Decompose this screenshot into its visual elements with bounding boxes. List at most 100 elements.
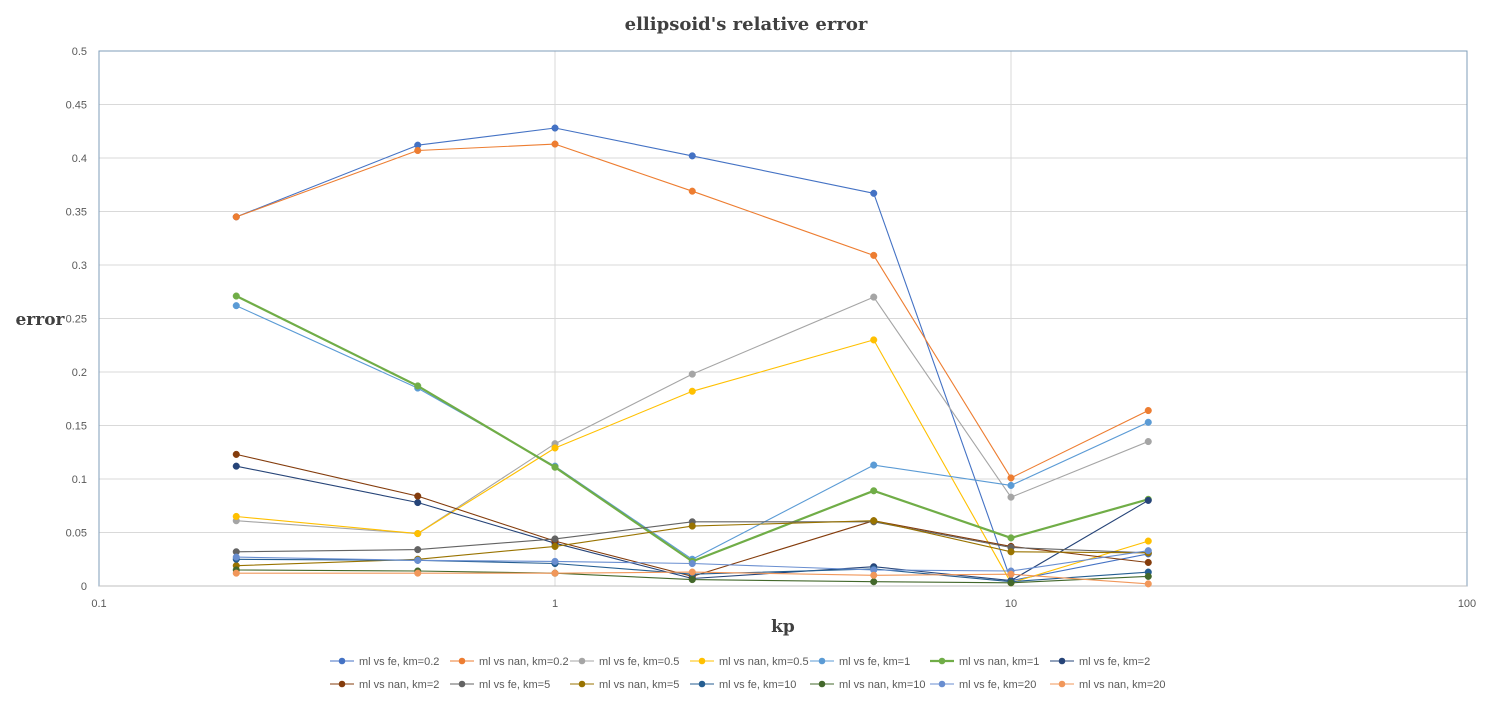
legend-marker <box>338 680 346 688</box>
chart-title: ellipsoid's relative error <box>625 14 868 35</box>
data-point <box>414 146 422 155</box>
legend-entry: ml vs fe, km=1 <box>810 656 910 668</box>
legend-marker <box>578 657 586 665</box>
legend-entry: ml vs nan, km=5 <box>570 679 679 691</box>
data-point <box>870 189 878 197</box>
series <box>232 140 1152 482</box>
y-axis-title: error <box>15 310 65 330</box>
legend-label: ml vs nan, km=10 <box>839 679 926 691</box>
legend-marker <box>1058 657 1066 665</box>
data-point <box>870 251 878 259</box>
legend-entry: ml vs fe, km=2 <box>1050 656 1150 668</box>
data-point <box>414 569 422 577</box>
legend-marker <box>938 657 946 665</box>
legend-label: ml vs fe, km=1 <box>839 656 910 668</box>
data-point <box>688 522 696 530</box>
legend-label: ml vs nan, km=5 <box>599 679 679 691</box>
legend-marker <box>458 680 466 688</box>
legend-entry: ml vs fe, km=10 <box>690 679 796 691</box>
y-tick-label: 0.45 <box>66 100 87 112</box>
data-point <box>1007 570 1015 578</box>
data-point <box>688 187 696 195</box>
data-point <box>1144 547 1152 555</box>
x-tick-label: 10 <box>1005 598 1017 610</box>
data-point <box>870 336 878 344</box>
data-point <box>232 302 240 310</box>
data-point <box>870 293 878 301</box>
legend-marker <box>1058 680 1066 688</box>
tick-labels: 0 0.05 0.1 0.15 0.2 0.25 0.3 0.35 0.4 0.45 0.5 0.1 1… <box>66 46 1477 610</box>
data-point <box>232 512 240 521</box>
y-tick-label: 0.2 <box>72 367 87 379</box>
data-point <box>551 140 559 148</box>
data-point <box>870 487 878 495</box>
y-tick-label: 0.15 <box>66 421 87 433</box>
data-point <box>1007 548 1015 556</box>
legend-marker <box>818 680 826 688</box>
y-tick-label: 0.25 <box>66 314 87 326</box>
legend-entry: ml vs fe, km=0.2 <box>330 656 439 668</box>
x-axis-title: kp <box>771 617 795 637</box>
legend-label: ml vs nan, km=2 <box>359 679 439 691</box>
legend-label: ml vs fe, km=10 <box>719 679 796 691</box>
data-point <box>414 492 422 500</box>
data-point <box>232 553 240 561</box>
data-point <box>1144 418 1152 426</box>
data-point <box>551 463 559 471</box>
legend-marker <box>338 657 346 665</box>
legend-marker <box>458 657 466 665</box>
series <box>232 568 1152 588</box>
legend-label: ml vs nan, km=0.5 <box>719 656 809 668</box>
data-point <box>688 370 696 378</box>
legend-label: ml vs fe, km=5 <box>479 679 550 691</box>
legend-entry: ml vs fe, km=20 <box>930 679 1036 691</box>
data-point <box>551 535 559 543</box>
data-point <box>1007 534 1015 542</box>
data-point <box>232 569 240 577</box>
data-point <box>1007 481 1015 489</box>
data-point <box>414 556 422 564</box>
y-tick-label: 0.05 <box>66 528 87 540</box>
legend-label: ml vs fe, km=0.5 <box>599 656 679 668</box>
y-tick-label: 0.35 <box>66 207 87 219</box>
legend-marker <box>698 657 706 665</box>
y-tick-label: 0.5 <box>72 46 87 58</box>
data-point <box>232 292 240 300</box>
data-point <box>414 546 422 554</box>
legend-marker <box>698 680 706 688</box>
legend-label: ml vs fe, km=20 <box>959 679 1036 691</box>
x-tick-label: 100 <box>1458 598 1476 610</box>
legend-entry: ml vs nan, km=0.5 <box>690 656 809 668</box>
data-point <box>414 498 422 507</box>
data-point <box>232 213 240 221</box>
data-point <box>551 124 559 132</box>
data-point <box>232 450 240 458</box>
data-point <box>1144 438 1152 446</box>
series-line <box>236 127 1149 582</box>
x-tick-label: 1 <box>552 598 558 610</box>
legend-entry: ml vs fe, km=5 <box>450 679 550 691</box>
data-point <box>870 517 878 525</box>
axes <box>98 50 1468 587</box>
y-tick-label: 0.4 <box>72 153 87 165</box>
legend-label: ml vs nan, km=1 <box>959 656 1039 668</box>
data-point <box>1144 558 1152 567</box>
data-point <box>551 569 559 577</box>
series-lines <box>232 124 1152 588</box>
legend-label: ml vs nan, km=20 <box>1079 679 1166 691</box>
legend-entry: ml vs nan, km=1 <box>930 656 1039 668</box>
data-point <box>232 462 240 470</box>
data-point <box>1007 493 1015 501</box>
data-point <box>688 568 696 576</box>
data-point <box>1144 572 1152 580</box>
data-point <box>870 461 878 469</box>
y-tick-label: 0.3 <box>72 260 87 272</box>
legend-marker <box>578 680 586 688</box>
legend-label: ml vs nan, km=0.2 <box>479 656 569 668</box>
data-point <box>688 152 696 160</box>
data-point <box>1007 579 1015 587</box>
series <box>232 293 1152 538</box>
legend-label: ml vs fe, km=2 <box>1079 656 1150 668</box>
